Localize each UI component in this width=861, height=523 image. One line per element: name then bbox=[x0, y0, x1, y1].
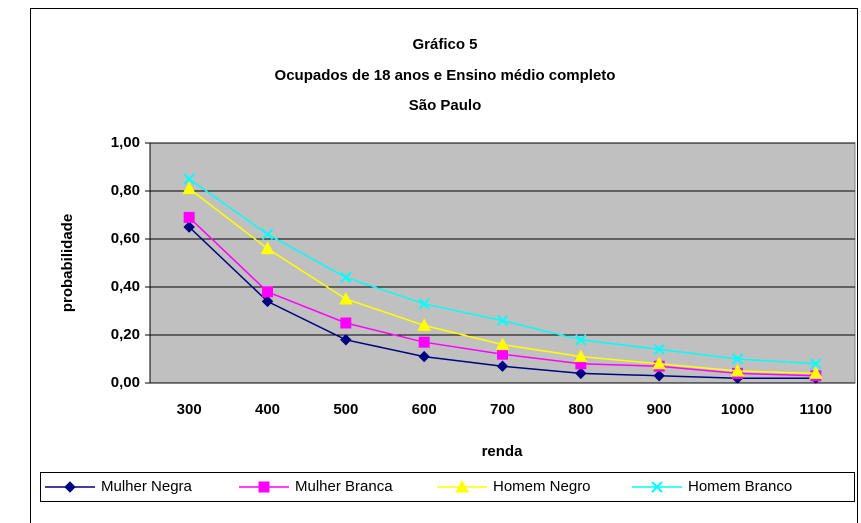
y-tick-label: 0,40 bbox=[111, 278, 140, 295]
x-tick-label: 1000 bbox=[721, 401, 754, 418]
marker bbox=[340, 334, 352, 346]
marker bbox=[496, 314, 509, 327]
marker bbox=[261, 228, 274, 240]
marker bbox=[575, 367, 587, 380]
y-tick-label: 0,00 bbox=[111, 374, 140, 391]
marker bbox=[653, 343, 665, 356]
legend-marker bbox=[651, 481, 663, 493]
legend-marker bbox=[258, 481, 270, 493]
x-tick-label: 900 bbox=[647, 401, 672, 418]
marker bbox=[573, 349, 588, 363]
y-tick-label: 0,80 bbox=[111, 182, 140, 199]
marker bbox=[495, 337, 510, 351]
marker bbox=[808, 366, 823, 379]
marker bbox=[262, 286, 273, 298]
y-tick-label: 1,00 bbox=[111, 134, 140, 151]
marker bbox=[731, 353, 744, 365]
marker bbox=[730, 363, 745, 377]
marker bbox=[183, 173, 195, 185]
marker bbox=[261, 295, 274, 308]
marker bbox=[575, 334, 587, 346]
legend-label: Homem Negro bbox=[493, 478, 591, 495]
chart-title: São Paulo bbox=[409, 97, 482, 114]
legend-marker bbox=[64, 481, 76, 493]
marker bbox=[810, 358, 822, 370]
y-axis-label: probabilidade bbox=[59, 214, 76, 312]
marker bbox=[340, 317, 352, 329]
marker bbox=[183, 211, 195, 223]
marker bbox=[653, 370, 665, 382]
x-tick-label: 400 bbox=[255, 401, 280, 418]
marker bbox=[418, 350, 430, 363]
marker bbox=[417, 318, 432, 331]
marker bbox=[183, 221, 195, 233]
y-tick-label: 0,60 bbox=[111, 230, 140, 247]
legend-label: Mulher Branca bbox=[295, 478, 393, 495]
x-tick-label: 1100 bbox=[800, 401, 833, 418]
x-tick-label: 300 bbox=[177, 401, 202, 418]
chart-title: Gráfico 5 bbox=[412, 36, 477, 53]
marker bbox=[418, 298, 430, 310]
legend-marker bbox=[455, 479, 469, 493]
y-tick-label: 0,20 bbox=[111, 326, 140, 343]
x-axis-label: renda bbox=[482, 443, 524, 460]
legend-label: Homem Branco bbox=[688, 478, 792, 495]
x-tick-label: 700 bbox=[490, 401, 515, 418]
x-tick-label: 800 bbox=[568, 401, 593, 418]
marker bbox=[497, 348, 508, 360]
x-tick-label: 500 bbox=[333, 401, 358, 418]
marker bbox=[496, 360, 509, 372]
marker bbox=[338, 291, 353, 305]
legend-label: Mulher Negra bbox=[101, 478, 193, 495]
chart-title: Ocupados de 18 anos e Ensino médio compl… bbox=[275, 67, 616, 84]
x-tick-label: 600 bbox=[412, 401, 437, 418]
marker bbox=[182, 181, 197, 195]
marker bbox=[652, 356, 667, 370]
marker bbox=[340, 271, 352, 284]
marker bbox=[260, 241, 275, 255]
marker bbox=[418, 336, 430, 348]
